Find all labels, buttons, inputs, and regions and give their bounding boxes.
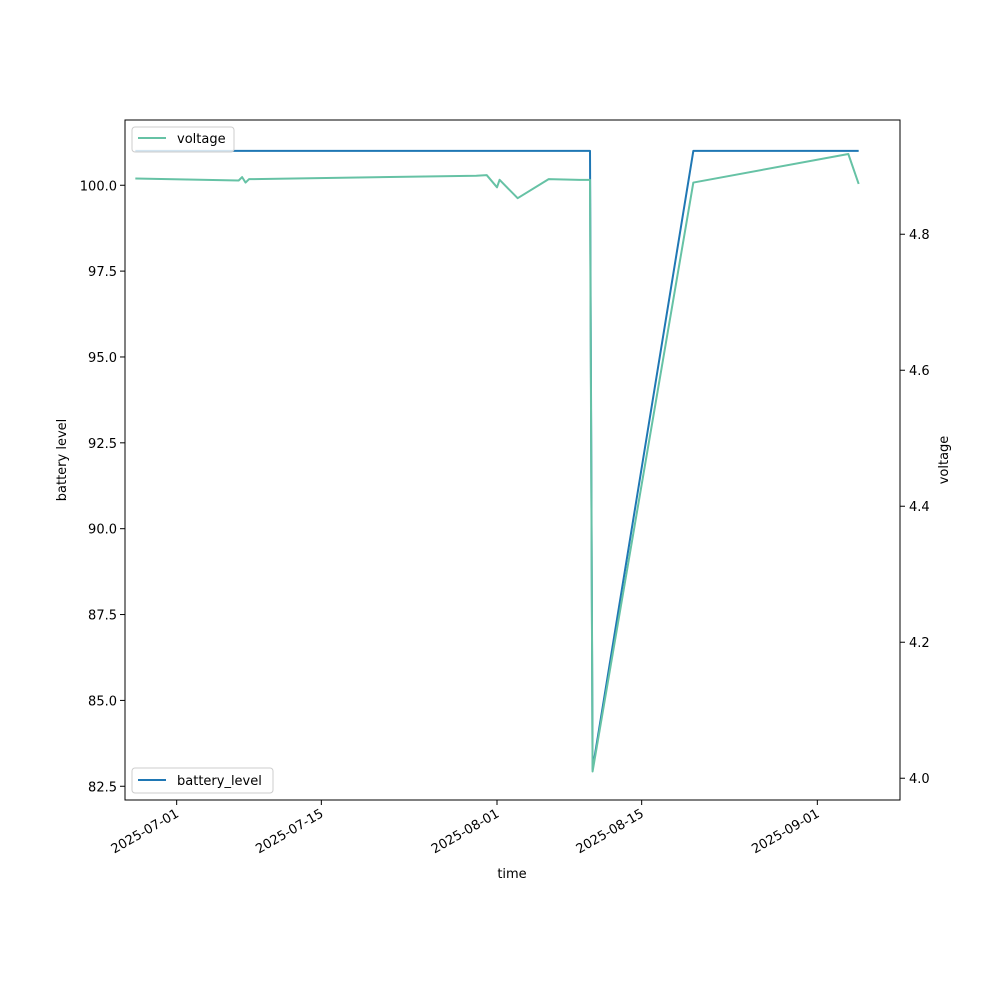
right-y-tick-label: 4.4 <box>909 500 930 515</box>
legend-voltage-box <box>131 126 235 153</box>
left-y-axis-label: battery level <box>55 419 70 502</box>
left-y-tick-label: 90.0 <box>88 523 117 538</box>
x-tick-label: 2025-08-01 <box>429 806 502 857</box>
legend-battery-level: battery_level <box>131 767 274 794</box>
voltage-series-group <box>135 153 860 773</box>
right-y-axis-label: voltage <box>937 436 952 485</box>
plot-frame <box>124 119 901 801</box>
series-line-battery-level <box>135 149 859 771</box>
legend-battery-level-box <box>131 767 274 794</box>
x-tick-label: 2025-07-15 <box>253 806 326 857</box>
left-y-tick-label: 85.0 <box>88 694 117 709</box>
right-y-tick-label: 4.0 <box>909 772 930 787</box>
x-axis-ticks: 2025-07-01 2025-07-15 2025-08-01 2025-08-15… <box>109 800 822 857</box>
x-tick-label: 2025-09-01 <box>749 806 822 857</box>
left-y-tick-label: 97.5 <box>88 265 117 280</box>
right-y-tick-label: 4.2 <box>909 636 930 651</box>
legend-battery-level-label: battery_level <box>177 774 262 789</box>
legend-voltage: voltage <box>131 126 235 153</box>
left-y-axis-ticks: 82.5 85.0 87.5 90.0 92.5 95.0 97.5 100.0 <box>80 179 125 795</box>
left-y-tick-label: 92.5 <box>88 437 117 452</box>
right-y-axis-ticks: 4.0 4.2 4.4 4.6 4.8 <box>900 228 930 787</box>
left-y-tick-label: 95.0 <box>88 351 117 366</box>
left-y-tick-label: 87.5 <box>88 609 117 624</box>
x-axis-label: time <box>497 867 526 882</box>
right-y-tick-label: 4.6 <box>909 364 930 379</box>
right-y-tick-label: 4.8 <box>909 228 930 243</box>
x-tick-label: 2025-07-01 <box>109 806 182 857</box>
series-line-voltage <box>135 153 860 773</box>
left-y-tick-label: 82.5 <box>88 780 117 795</box>
x-tick-label: 2025-08-15 <box>574 806 647 857</box>
legend-voltage-label: voltage <box>177 132 226 147</box>
battery-level-series-group <box>135 149 859 771</box>
left-y-tick-label: 100.0 <box>80 179 117 194</box>
